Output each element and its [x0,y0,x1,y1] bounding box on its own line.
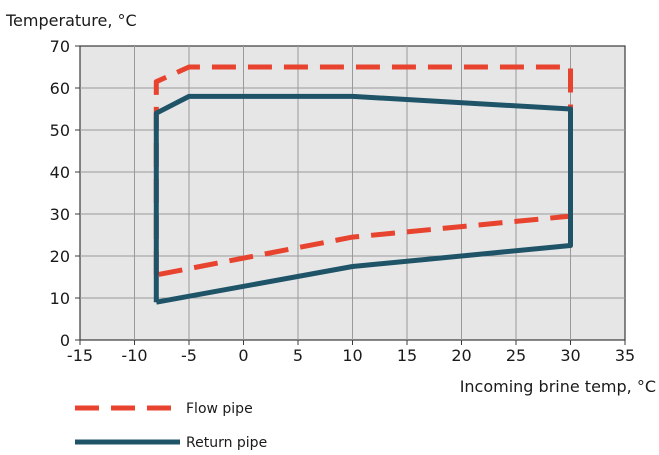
x-tick-label: 10 [342,346,362,365]
y-tick-label: 0 [60,331,70,350]
x-tick-label: 35 [615,346,635,365]
y-tick-label: 20 [50,247,70,266]
x-tick-label: -10 [121,346,147,365]
x-tick-label: 5 [293,346,303,365]
y-tick-label: 60 [50,79,70,98]
x-axis-title: Incoming brine temp, °C [460,377,656,396]
return-pipe-line [153,93,573,305]
x-tick-label: 25 [506,346,526,365]
y-tick-label: 50 [50,121,70,140]
x-tick-label: -15 [67,346,93,365]
y-axis-title: Temperature, °C [5,11,137,30]
y-tick-label: 10 [50,289,70,308]
y-tick-label: 30 [50,205,70,224]
series-layer [153,64,573,305]
flow-pipe-line [153,64,573,278]
legend-label: Flow pipe [186,401,253,417]
x-tick-label: -5 [181,346,197,365]
x-tick-label: 0 [238,346,248,365]
x-tick-label: 30 [560,346,580,365]
legend-label: Return pipe [186,435,267,451]
y-tick-label: 70 [50,37,70,56]
legend: Flow pipe Return pipe [75,401,267,451]
axis-ticks: -15 -10 -5 0 5 10 15 20 25 30 35 0 10 20 30 40 50 60 70 [50,37,636,365]
x-tick-label: 20 [451,346,471,365]
x-tick-label: 15 [397,346,417,365]
y-tick-label: 40 [50,163,70,182]
